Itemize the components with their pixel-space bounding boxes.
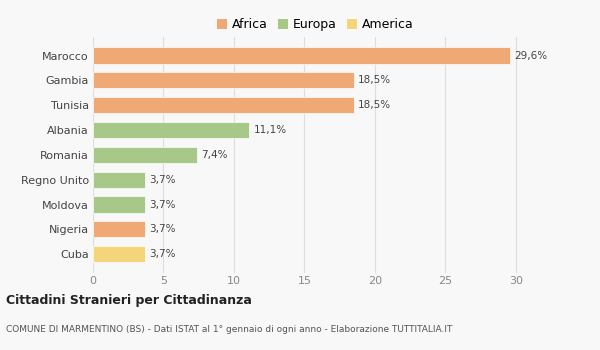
Text: 11,1%: 11,1% (254, 125, 287, 135)
Text: 29,6%: 29,6% (514, 50, 548, 61)
Text: 7,4%: 7,4% (202, 150, 228, 160)
Text: 3,7%: 3,7% (149, 224, 176, 234)
Bar (93, 196, 145, 212)
Text: 18,5%: 18,5% (358, 75, 391, 85)
Bar (93, 72, 354, 89)
Bar (93, 147, 197, 163)
Text: 18,5%: 18,5% (358, 100, 391, 110)
Legend: Africa, Europa, America: Africa, Europa, America (213, 15, 417, 35)
Bar (93, 221, 145, 237)
Bar (93, 122, 250, 138)
Text: COMUNE DI MARMENTINO (BS) - Dati ISTAT al 1° gennaio di ogni anno - Elaborazione: COMUNE DI MARMENTINO (BS) - Dati ISTAT a… (6, 326, 452, 335)
Bar (93, 172, 145, 188)
Text: 3,7%: 3,7% (149, 199, 176, 210)
Bar (93, 48, 510, 64)
Text: Cittadini Stranieri per Cittadinanza: Cittadini Stranieri per Cittadinanza (6, 294, 252, 307)
Bar (93, 97, 354, 113)
Text: 3,7%: 3,7% (149, 175, 176, 185)
Text: 3,7%: 3,7% (149, 249, 176, 259)
Bar (93, 246, 145, 262)
